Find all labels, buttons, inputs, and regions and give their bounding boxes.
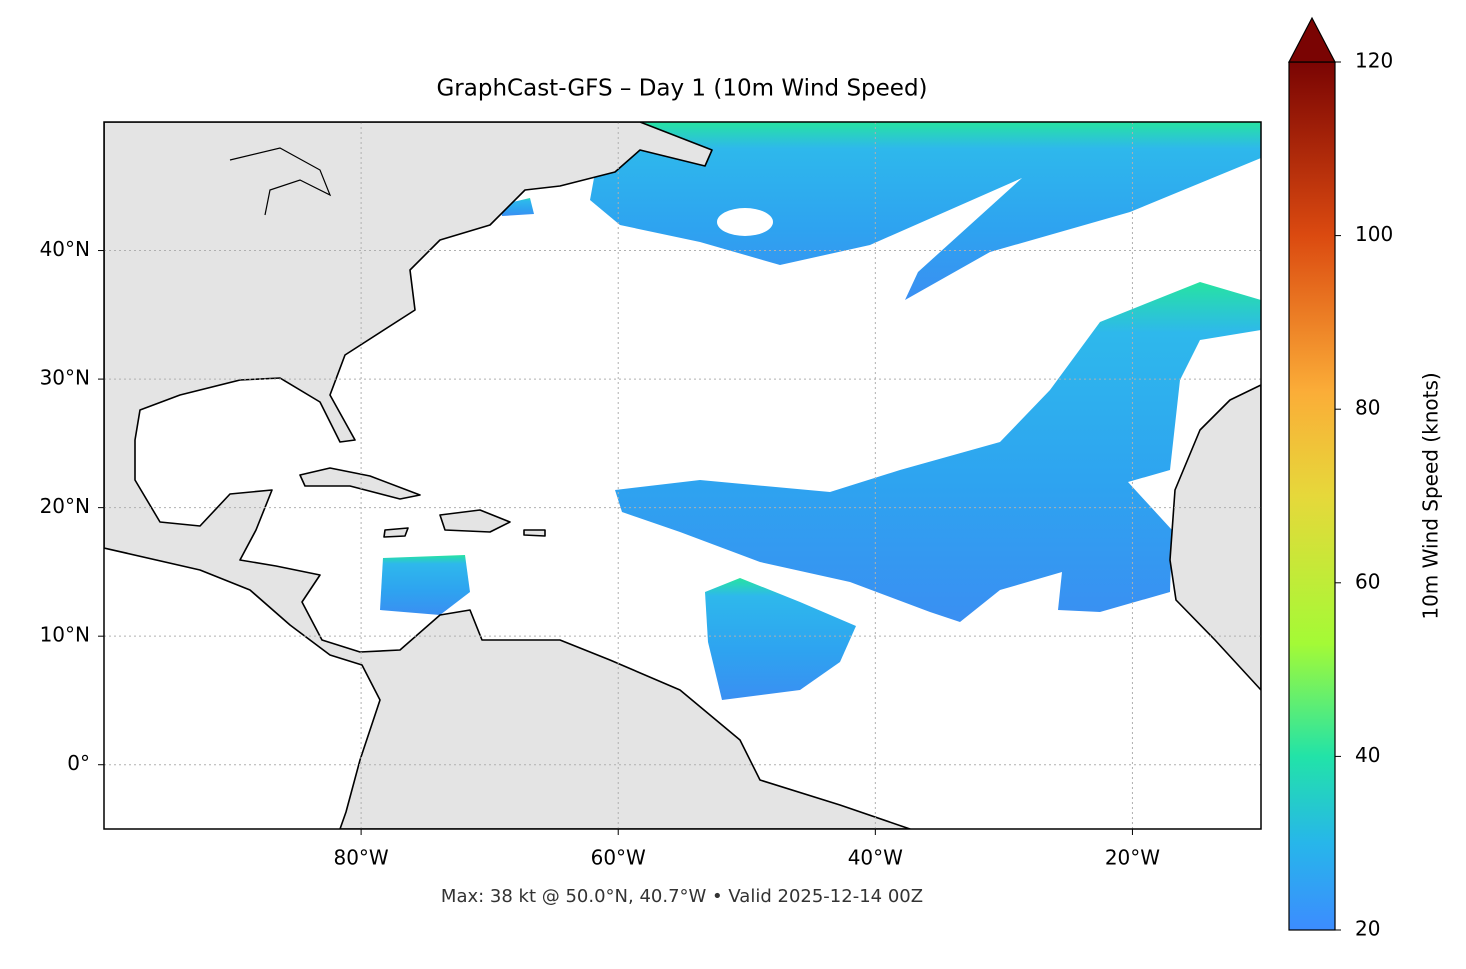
colorbar-label: 10m Wind Speed (knots)	[1419, 372, 1443, 619]
x-tick-label: 40°W	[848, 846, 903, 870]
x-tick-label: 60°W	[591, 846, 646, 870]
x-tick-label: 80°W	[333, 846, 388, 870]
map-frame	[103, 121, 1262, 830]
wind-region	[705, 578, 856, 700]
wind-region	[615, 282, 1261, 622]
colorbar	[1288, 61, 1336, 931]
y-tick-label: 10°N	[40, 623, 90, 647]
colorbar-tick-label: 20	[1355, 917, 1380, 941]
colorbar-tick-label: 40	[1355, 743, 1380, 767]
colorbar-tick-label: 60	[1355, 569, 1380, 593]
lake-shore	[229, 147, 332, 216]
island	[383, 527, 409, 538]
y-tick-label: 20°N	[40, 494, 90, 518]
land	[1169, 384, 1261, 691]
chart-title: GraphCast-GFS – Day 1 (10m Wind Speed)	[436, 76, 927, 102]
y-tick-label: 40°N	[40, 237, 90, 261]
calm-area	[717, 208, 773, 236]
colorbar-tick-label: 100	[1355, 222, 1393, 246]
footer-note: Max: 38 kt @ 50.0°N, 40.7°W • Valid 2025…	[441, 886, 923, 907]
land	[104, 122, 911, 829]
island	[439, 509, 511, 533]
wind-region	[500, 198, 534, 216]
wind-region	[380, 555, 470, 615]
colorbar-tick-label: 80	[1355, 396, 1380, 420]
y-tick-label: 30°N	[40, 366, 90, 390]
island	[299, 467, 421, 500]
wind-region	[590, 122, 1261, 300]
y-tick-label: 0°	[67, 751, 90, 775]
map	[104, 122, 1261, 829]
colorbar-extend	[1288, 16, 1336, 63]
colorbar-tick-label: 120	[1355, 49, 1393, 73]
x-tick-label: 20°W	[1105, 846, 1160, 870]
island	[523, 529, 546, 537]
